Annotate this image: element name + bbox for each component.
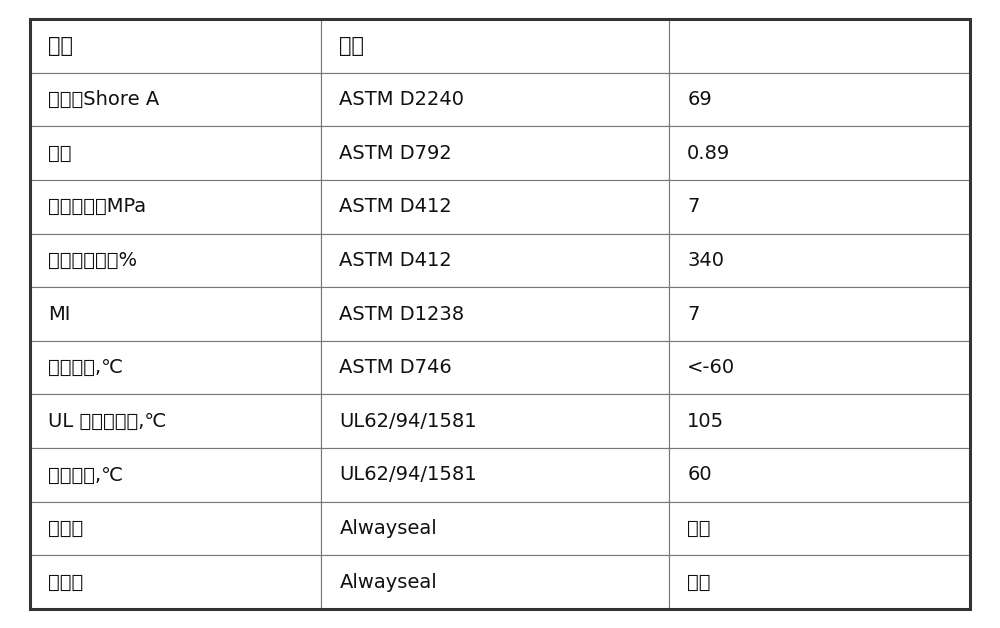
Text: ASTM D792: ASTM D792 (339, 144, 452, 163)
Text: <-60: <-60 (687, 358, 735, 377)
Text: ASTM D1238: ASTM D1238 (339, 305, 465, 323)
Text: 密封性: 密封性 (48, 519, 83, 538)
Text: 合格: 合格 (687, 519, 711, 538)
Text: 密度: 密度 (48, 144, 72, 163)
Text: ASTM D2240: ASTM D2240 (339, 90, 464, 109)
Text: MI: MI (48, 305, 70, 323)
Text: 7: 7 (687, 197, 700, 216)
Text: 过滤性: 过滤性 (48, 573, 83, 592)
Text: 7: 7 (687, 305, 700, 323)
Text: Alwayseal: Alwayseal (339, 519, 437, 538)
Text: 69: 69 (687, 90, 712, 109)
Text: 抗张强度，MPa: 抗张强度，MPa (48, 197, 146, 216)
Text: 标准: 标准 (339, 36, 364, 56)
Text: UL62/94/1581: UL62/94/1581 (339, 465, 477, 484)
Text: 340: 340 (687, 251, 724, 270)
Text: 断裂伸长率，%: 断裂伸长率，% (48, 251, 137, 270)
Text: 合格: 合格 (687, 573, 711, 592)
Text: Alwayseal: Alwayseal (339, 573, 437, 592)
Text: 耐油等级,℃: 耐油等级,℃ (48, 465, 123, 484)
Text: 硬度，Shore A: 硬度，Shore A (48, 90, 159, 109)
Text: ASTM D412: ASTM D412 (339, 197, 452, 216)
Text: 脆化温度,℃: 脆化温度,℃ (48, 358, 123, 377)
Text: 105: 105 (687, 412, 724, 431)
Text: ASTM D412: ASTM D412 (339, 251, 452, 270)
Text: ASTM D746: ASTM D746 (339, 358, 452, 377)
Text: 性能: 性能 (48, 36, 73, 56)
Text: UL62/94/1581: UL62/94/1581 (339, 412, 477, 431)
Text: 0.89: 0.89 (687, 144, 730, 163)
Text: 60: 60 (687, 465, 712, 484)
Text: UL 耐温等级　,℃: UL 耐温等级 ,℃ (48, 412, 166, 431)
